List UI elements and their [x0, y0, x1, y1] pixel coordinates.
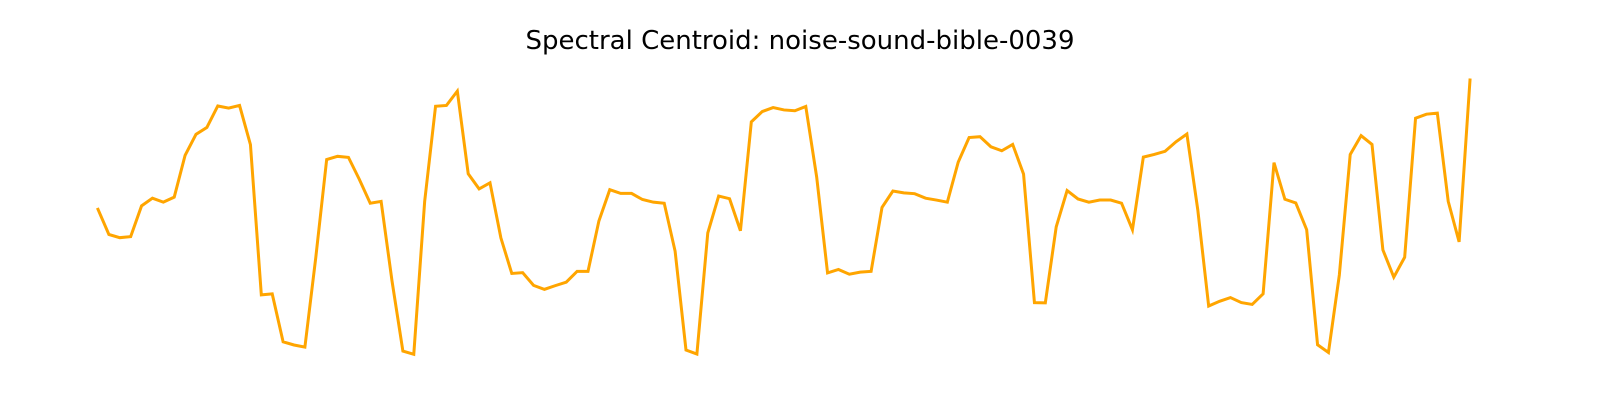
chart-title: Spectral Centroid: noise-sound-bible-003… — [525, 26, 1075, 56]
centroid-series-line — [96, 78, 1472, 357]
plot-area — [96, 78, 1472, 357]
